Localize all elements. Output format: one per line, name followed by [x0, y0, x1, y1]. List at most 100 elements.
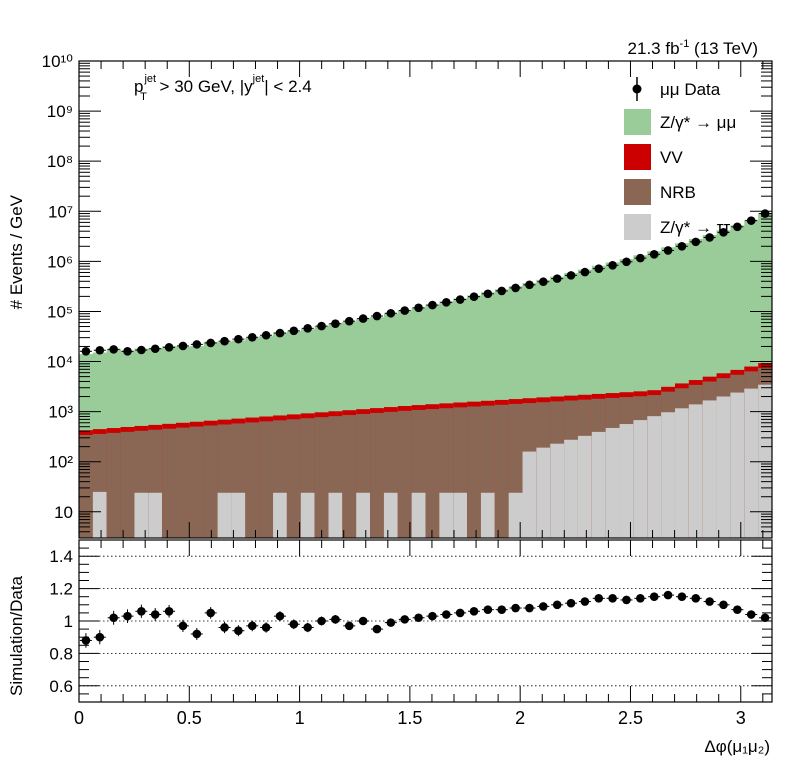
legend-nrb-label: NRB [660, 183, 696, 202]
legend-vv-label: VV [660, 148, 683, 167]
ratio-point [636, 594, 645, 603]
data-point [691, 237, 701, 247]
bar-dy-tautau [231, 492, 246, 538]
data-point [150, 344, 160, 354]
x-tick-label: 1 [295, 708, 305, 728]
data-point [636, 253, 645, 263]
bar-dy-tautau [92, 491, 108, 538]
main-y-tick-labels: 10 10² 10³ 10⁴ 10⁵ 10⁶ 10⁷ 10⁸ 10⁹ 10¹⁰ [42, 52, 74, 522]
ratio-point [705, 597, 714, 606]
data-point [649, 250, 659, 259]
bar-dy-tautau [647, 416, 662, 538]
data-point [178, 341, 188, 351]
ratio-point [178, 621, 188, 631]
main-x-ticks [78, 61, 764, 538]
main-y-ticks [79, 60, 772, 539]
bar-dy-tautau [273, 492, 288, 538]
ratio-point [331, 615, 340, 624]
ratio-point [691, 594, 701, 603]
legend-nrb-swatch [624, 179, 651, 205]
bar-nrb [245, 422, 260, 538]
bar-dy-tautau [508, 492, 524, 538]
main-y-tick-label: 10⁶ [47, 252, 73, 271]
data-point [483, 289, 493, 299]
cuts-sup-jet: jet [143, 73, 156, 85]
ratio-point [719, 600, 728, 610]
data-point [677, 241, 687, 251]
data-point [386, 308, 396, 318]
bar-dy-tautau [328, 492, 343, 538]
data-point [719, 228, 728, 237]
data-point [358, 314, 368, 323]
data-point [622, 257, 631, 267]
ratio-y-tick-label: 1 [64, 612, 73, 631]
ratio-point [552, 600, 562, 610]
ratio-y-ticks [79, 539, 772, 703]
bar-dy-tautau [564, 439, 579, 538]
ratio-point [289, 619, 299, 629]
ratio-point [400, 615, 410, 624]
data-point [525, 280, 534, 290]
bar-dy-tautau [550, 443, 565, 538]
data-point [234, 334, 243, 344]
main-y-tick-label: 10⁸ [47, 152, 73, 171]
ratio-point [594, 594, 604, 603]
bar-nrb [314, 417, 329, 538]
ratio-point [455, 608, 465, 618]
data-point [566, 271, 576, 280]
data-point [192, 340, 202, 349]
main-y-tick-label: 10 [54, 503, 73, 522]
x-tick-label: 0 [74, 708, 84, 728]
data-point [705, 233, 714, 242]
data-point [455, 295, 465, 304]
x-tick-label: 3 [736, 708, 746, 728]
legend-vv-swatch [624, 144, 651, 170]
ratio-point [483, 605, 493, 614]
data-point [123, 347, 132, 356]
ratio-point [386, 618, 396, 627]
x-tick-label: 2.5 [618, 708, 643, 728]
x-axis-title: Δφ(μ₁μ₂) [704, 737, 770, 756]
bar-dy-tautau [453, 492, 468, 538]
ratio-point [275, 611, 285, 621]
cuts-text1: > 30 GeV, |y [155, 77, 253, 96]
data-point [164, 343, 174, 352]
data-point [247, 332, 257, 342]
data-point [608, 260, 617, 270]
ratio-points [79, 590, 772, 648]
ratio-point [580, 597, 590, 606]
data-point [441, 298, 451, 307]
ratio-point [539, 602, 548, 611]
bar-nrb [106, 432, 122, 538]
ratio-point [247, 621, 257, 631]
ratio-point [358, 616, 368, 626]
main-y-tick-label: 10³ [48, 403, 73, 422]
ratio-point [303, 623, 312, 632]
bar-dy-tautau [577, 435, 593, 538]
bar-nrb [203, 425, 219, 538]
ratio-point [649, 592, 659, 601]
bar-dy-tautau [605, 427, 621, 538]
ratio-gridlines [79, 555, 772, 687]
data-point [511, 283, 520, 293]
legend-dy-tautau-swatch [624, 214, 651, 240]
ratio-point [95, 632, 105, 642]
bar-dy-tautau [383, 492, 399, 538]
bar-dy-tautau [536, 447, 551, 538]
bar-dy-tautau [356, 492, 371, 538]
cuts-sup-jet2: jet [252, 73, 265, 85]
ratio-point [760, 613, 770, 623]
data-point [275, 328, 285, 338]
legend-dy-tautau-label: Z/γ* → ττ [660, 218, 730, 237]
data-point [261, 330, 271, 340]
data-point [469, 292, 479, 301]
lumi-label: 21.3 fb-1 (13 TeV) [628, 38, 758, 58]
lumi-sup: -1 [680, 38, 690, 50]
x-tick-label: 0.5 [177, 708, 202, 728]
ratio-point [344, 621, 354, 631]
ratio-point [497, 605, 507, 614]
stack-bars [79, 213, 773, 539]
data-point [109, 345, 118, 354]
ratio-y-tick-label: 1.4 [49, 547, 73, 566]
